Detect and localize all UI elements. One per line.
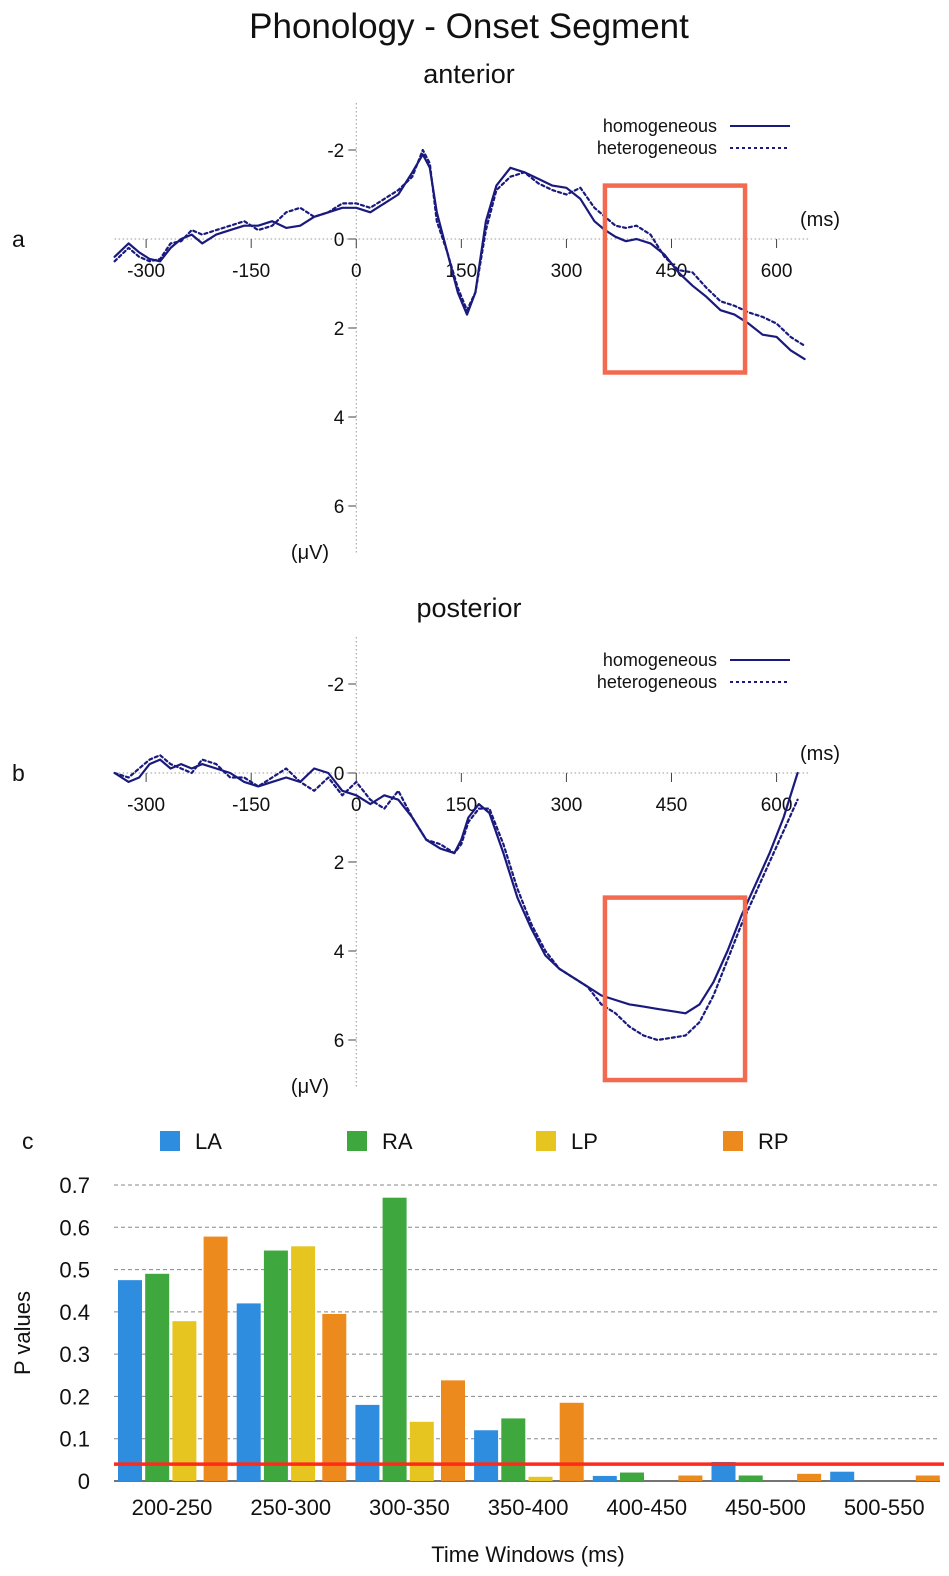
bar-RP-250-300 [322,1313,347,1481]
y-tick-label: 0.3 [59,1342,90,1367]
legend-label-homogeneous: homogeneous [603,650,717,670]
bar-RA-300-350 [382,1197,407,1481]
panel-label: c [22,1128,34,1154]
x-tick-label: 450 [656,795,688,816]
x-tick-label: 350-400 [488,1495,569,1520]
bar-RP-200-250 [203,1236,228,1481]
legend-label-LP: LP [571,1129,598,1154]
x-tick-label: -300 [127,261,165,282]
panel-title: anterior [423,59,515,89]
bar-LP-200-250 [172,1321,197,1481]
legend-label-LA: LA [195,1129,222,1154]
panel-label: a [12,226,25,252]
series-line-heterogeneous [113,148,806,347]
legend-swatch-RP [723,1131,743,1151]
x-tick-label: -150 [232,795,270,816]
y-tick-label: 0.2 [59,1384,90,1409]
y-axis-label: P values [10,1291,35,1375]
y-tick-label: -2 [327,675,344,696]
y-axis-label: (μV) [291,542,329,564]
bar-RP-400-450 [678,1475,703,1481]
panel-title: posterior [416,593,521,623]
bar-RP-300-350 [441,1380,465,1481]
y-tick-label: 0.7 [59,1173,90,1198]
bar-RP-350-400 [559,1402,584,1481]
bar-RA-250-300 [263,1250,288,1481]
legend-label-heterogeneous: heterogeneous [597,672,717,692]
bar-LA-300-350 [355,1404,380,1481]
y-tick-label: 0.6 [59,1215,90,1240]
x-axis-label: Time Windows (ms) [431,1542,625,1567]
bar-LA-350-400 [474,1430,499,1481]
y-tick-label: 6 [334,1031,345,1052]
y-tick-label: 6 [334,497,345,518]
y-tick-label: 0 [334,764,345,785]
y-tick-label: 0 [334,230,345,251]
x-tick-label: 600 [761,795,793,816]
highlight-box [602,183,748,375]
panel-label: b [12,760,25,786]
highlight-box [602,895,748,1083]
figure-title: Phonology - Onset Segment [249,7,689,46]
x-tick-label: 200-250 [132,1495,213,1520]
bar-LA-500-550 [830,1471,855,1481]
x-tick-label: 300 [551,261,583,282]
bar-LA-250-300 [236,1303,261,1481]
legend-label-RA: RA [382,1129,413,1154]
bar-RA-200-250 [145,1273,170,1481]
y-tick-label: 0.1 [59,1427,90,1452]
x-tick-label: 300 [551,795,583,816]
x-tick-label: 0 [351,261,362,282]
legend-swatch-RA [347,1131,367,1151]
x-tick-label: 450-500 [725,1495,806,1520]
legend-label-heterogeneous: heterogeneous [597,138,717,158]
series-line-heterogeneous [113,754,799,1042]
y-tick-label: 4 [334,408,345,429]
bar-RA-450-500 [738,1475,763,1481]
legend-label-RP: RP [758,1129,789,1154]
bar-RA-350-400 [501,1418,526,1481]
legend-label-homogeneous: homogeneous [603,116,717,136]
x-tick-label: 300-350 [369,1495,450,1520]
bar-RP-450-500 [797,1473,822,1481]
y-axis-label: (μV) [291,1076,329,1098]
bar-LA-400-450 [592,1475,617,1481]
legend-swatch-LA [160,1131,180,1151]
bar-LA-450-500 [711,1461,736,1481]
bar-LA-200-250 [118,1280,142,1481]
bar-LP-250-300 [291,1246,316,1481]
x-tick-label: 0 [351,795,362,816]
y-tick-label: 4 [334,942,345,963]
x-tick-label: 450 [656,261,688,282]
x-tick-label: -300 [127,795,165,816]
x-axis-label: (ms) [800,209,840,231]
legend-swatch-LP [536,1131,556,1151]
x-tick-label: -150 [232,261,270,282]
bar-LP-300-350 [409,1421,434,1481]
x-tick-label: 400-450 [606,1495,687,1520]
bar-RA-400-450 [620,1472,644,1481]
panel-p-values: c 0 0.1 0.2 0.3 0.4 0.5 0.6 0.7 200-250 250-300 300… [10,1128,944,1567]
y-tick-label: 0 [78,1469,90,1494]
x-tick-label: 150 [445,795,477,816]
x-tick-label: 250-300 [250,1495,331,1520]
y-tick-label: 2 [334,319,345,340]
x-tick-label: 600 [761,261,793,282]
bar-LP-350-400 [528,1476,553,1481]
x-tick-label: 500-550 [844,1495,925,1520]
panel-posterior: posterior b -2 0 2 4 6 -300 -150 0 150 300 450 600 (ms… [12,593,840,1098]
bar-RP-500-550 [915,1475,940,1481]
y-tick-label: -2 [327,141,344,162]
x-axis-label: (ms) [800,743,840,765]
y-tick-label: 2 [334,853,345,874]
y-tick-label: 0.5 [59,1258,90,1283]
y-tick-label: 0.4 [59,1300,90,1325]
